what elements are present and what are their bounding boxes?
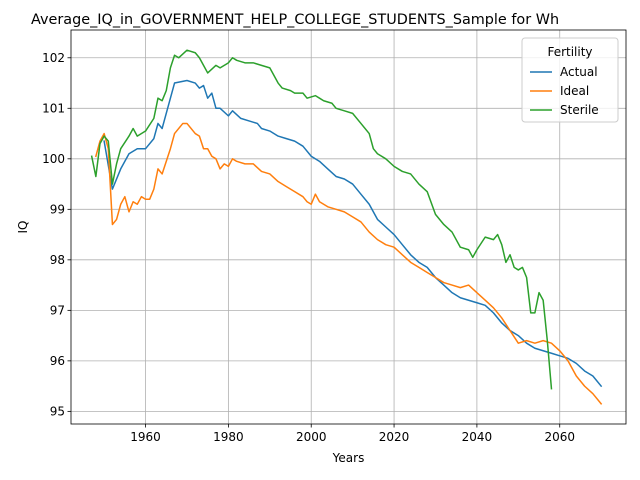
series-line-sterile xyxy=(90,49,553,390)
chart-title: Average_IQ_in_GOVERNMENT_HELP_COLLEGE_ST… xyxy=(31,12,559,28)
x-tick-label: 1980 xyxy=(213,430,244,444)
y-tick-label: 100 xyxy=(42,152,65,166)
x-axis: 1960 1980 2000 2020 2040 2060 xyxy=(130,424,575,444)
legend-label-ideal: Ideal xyxy=(560,84,589,98)
series-line-ideal xyxy=(94,122,603,405)
grid xyxy=(71,30,626,424)
legend-label-actual: Actual xyxy=(560,65,598,79)
y-tick-label: 102 xyxy=(42,51,65,65)
y-tick-label: 98 xyxy=(50,253,65,267)
x-tick-label: 2060 xyxy=(544,430,575,444)
x-tick-label: 1960 xyxy=(130,430,161,444)
legend-title: Fertility xyxy=(547,45,592,59)
y-tick-label: 99 xyxy=(50,203,65,217)
x-tick-label: 2020 xyxy=(379,430,410,444)
legend: Fertility Actual Ideal Sterile xyxy=(521,37,619,123)
legend-items: Actual Ideal Sterile xyxy=(530,65,599,117)
y-tick-label: 97 xyxy=(50,304,65,318)
legend-box xyxy=(521,37,619,123)
legend-label-sterile: Sterile xyxy=(560,103,599,117)
y-tick-label: 95 xyxy=(50,405,65,419)
y-axis-label: IQ xyxy=(16,221,30,234)
y-axis: 95 96 97 98 99 100 101 102 xyxy=(42,51,71,419)
axes-frame xyxy=(70,29,627,425)
series-group xyxy=(90,49,603,405)
y-tick-label: 96 xyxy=(50,354,65,368)
x-axis-label: Years xyxy=(332,451,365,465)
x-tick-label: 2000 xyxy=(296,430,327,444)
y-tick-label: 101 xyxy=(42,101,65,115)
x-tick-label: 2040 xyxy=(462,430,493,444)
